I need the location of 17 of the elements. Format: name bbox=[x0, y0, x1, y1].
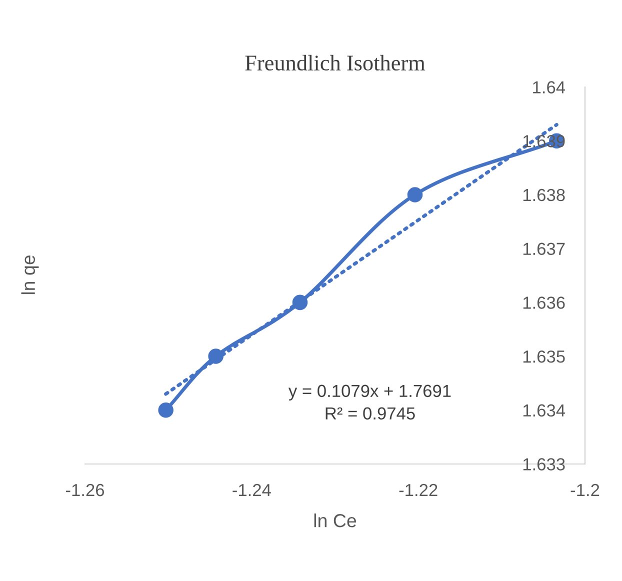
x-tick-label: -1.24 bbox=[232, 484, 271, 496]
y-tick-label: 1.636 bbox=[523, 296, 565, 309]
point bbox=[158, 402, 174, 418]
annotation: y = 0.1079x + 1.7691 R² = 0.9745 bbox=[288, 384, 451, 420]
y-tick-label: 1.633 bbox=[523, 458, 565, 470]
x-axis-title: ln Ce bbox=[314, 514, 356, 528]
x-tick-label: -1.22 bbox=[399, 484, 438, 496]
y-tick-label: 1.64 bbox=[533, 81, 566, 94]
chart-title: Freundlich Isotherm bbox=[245, 54, 426, 71]
y-tick-label: 1.635 bbox=[523, 350, 565, 363]
y-tick-label: 1.634 bbox=[523, 404, 566, 417]
point bbox=[407, 187, 423, 202]
y-tick-label: 1.637 bbox=[523, 242, 565, 256]
y-tick-label: 1.638 bbox=[523, 188, 565, 202]
x-tick-label: -1.2 bbox=[570, 484, 600, 496]
x-tick-label: -1.26 bbox=[66, 484, 104, 496]
y-axis-title: ln qe bbox=[21, 256, 39, 294]
